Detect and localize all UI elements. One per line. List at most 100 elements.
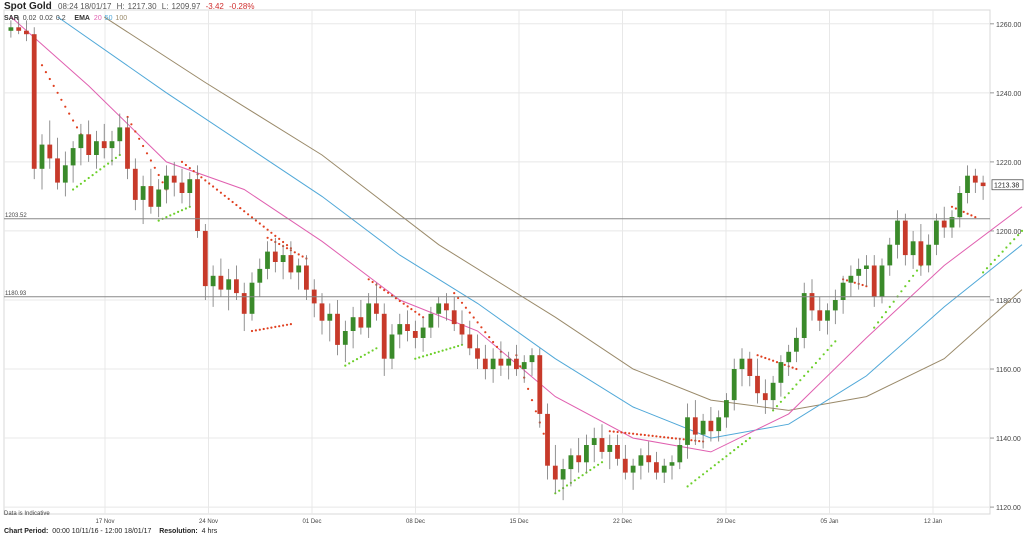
sar-dot: [768, 358, 771, 361]
sar-dot: [682, 438, 685, 441]
change-percent: -0.28%: [229, 2, 255, 11]
sar-dot: [91, 174, 94, 177]
sar-dot: [472, 316, 475, 319]
sar-dot: [457, 344, 460, 348]
sar-dot: [795, 367, 798, 371]
sar-dot: [44, 71, 48, 74]
candle-body: [179, 182, 185, 193]
candle-body: [412, 331, 418, 338]
candle-body: [972, 175, 978, 183]
sar-dot: [355, 358, 359, 361]
sar-dot: [620, 431, 623, 434]
sar-dot: [779, 400, 783, 403]
sar-dot: [1013, 238, 1016, 241]
sar-dot: [270, 326, 273, 329]
candle-body: [794, 337, 799, 352]
sar-dot: [861, 283, 864, 287]
candle-body: [459, 324, 465, 335]
sar-dot: [659, 435, 662, 438]
sar-dot: [775, 361, 779, 364]
candle-body: [949, 217, 955, 228]
ema-label[interactable]: EMA: [74, 15, 90, 22]
candle-body: [731, 369, 737, 401]
sar-dot: [270, 238, 273, 241]
sar-dot: [169, 214, 172, 217]
candle-body: [506, 358, 512, 366]
sar-dot: [865, 285, 868, 288]
sar-dot: [75, 185, 79, 188]
sar-dot: [142, 144, 145, 148]
sar-dot: [192, 170, 195, 173]
candle-body: [832, 300, 838, 311]
sar-dot: [250, 216, 254, 219]
sar-dot: [445, 348, 448, 351]
sar-dot: [134, 130, 137, 133]
sar-dot: [414, 310, 417, 313]
sar-dot: [814, 361, 818, 365]
sar-dot: [667, 436, 670, 439]
sar-dot: [390, 294, 394, 297]
candle-body: [47, 144, 53, 159]
sar-dot: [359, 355, 362, 358]
candle-body: [809, 293, 815, 311]
sar-label[interactable]: SAR: [4, 15, 19, 22]
sar-dot: [908, 279, 911, 283]
candle-body: [755, 375, 760, 394]
candle-body: [856, 268, 862, 276]
sar-dot: [87, 176, 90, 180]
sar-dot: [208, 182, 211, 185]
sar-dot: [348, 362, 351, 365]
candle-body: [70, 148, 76, 166]
sar-dot: [437, 350, 440, 353]
sar-dot: [884, 311, 888, 314]
sar-dot: [950, 205, 954, 208]
candle-body: [825, 310, 830, 321]
sar-dot: [130, 123, 133, 126]
candle-body: [39, 144, 45, 169]
sar-dot: [484, 331, 487, 334]
sar-dot: [993, 258, 996, 261]
candle-body: [280, 255, 286, 262]
sar-dot: [266, 228, 269, 231]
candle-body: [786, 351, 792, 363]
x-tick-label: 08 Dec: [406, 519, 425, 525]
candle-body: [778, 362, 784, 383]
sar-dot: [145, 152, 149, 155]
candle-body: [444, 303, 449, 311]
candle-body: [327, 313, 333, 321]
sar-dot: [250, 329, 254, 333]
candle-body: [591, 438, 597, 445]
sar-dot: [188, 205, 191, 208]
sar-dot: [492, 340, 495, 344]
sar-dot: [177, 210, 180, 213]
sar-dot: [966, 212, 969, 215]
sar-dot: [744, 440, 748, 443]
sar-dot: [888, 305, 891, 308]
x-tick-label: 17 Nov: [95, 519, 114, 525]
candle-body: [584, 445, 589, 463]
sar-dot: [690, 439, 693, 442]
sar-dot: [301, 255, 304, 258]
sar-dot: [772, 359, 775, 362]
sar-dot: [352, 360, 355, 363]
sar-dot: [737, 446, 740, 449]
sar-dot: [138, 137, 141, 140]
quote-timestamp: 08:24 18/01/17: [58, 2, 112, 11]
sar-dot: [402, 302, 405, 305]
sar-dot: [266, 327, 269, 330]
candle-body: [94, 141, 99, 155]
candle-body: [840, 282, 846, 300]
candle-body: [140, 186, 146, 200]
sar-dot: [748, 437, 751, 440]
sar-dot: [83, 179, 86, 182]
candle-body: [801, 293, 807, 338]
candle-body: [171, 175, 177, 183]
sar-dot: [725, 455, 728, 458]
candle-body: [615, 445, 620, 459]
sar-dot: [258, 328, 261, 331]
sar-dot: [274, 325, 277, 328]
sar-dot: [589, 468, 592, 472]
sar-dot: [488, 336, 491, 339]
sar-dot: [297, 253, 300, 256]
candle-body: [467, 334, 473, 349]
